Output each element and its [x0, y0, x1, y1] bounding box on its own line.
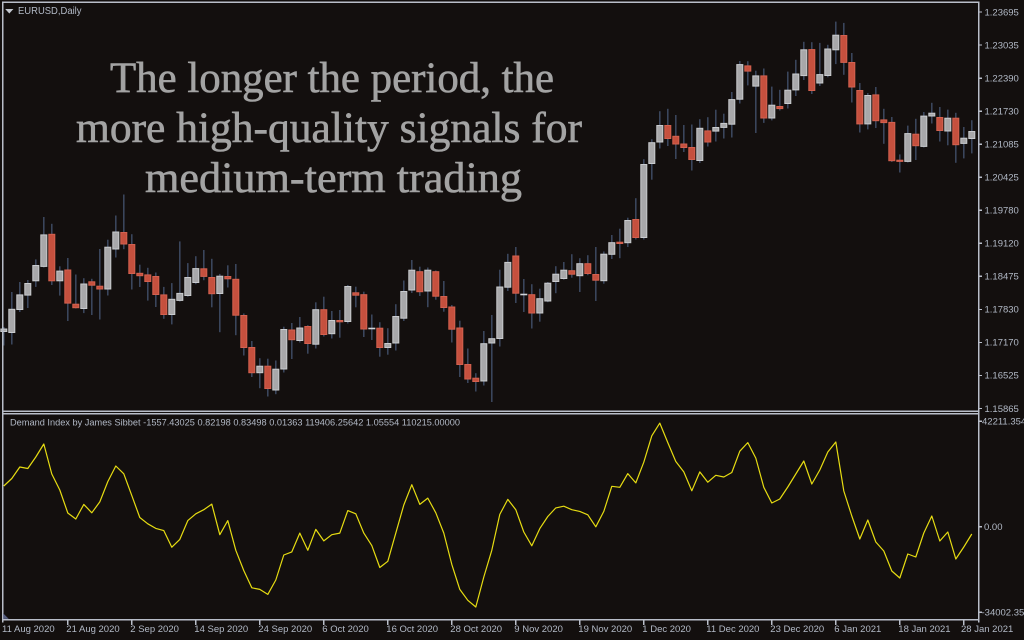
svg-text:18 Jan 2021: 18 Jan 2021: [898, 624, 950, 635]
svg-text:42211.354: 42211.354: [982, 417, 1024, 428]
svg-text:The longer the period, the: The longer the period, the: [110, 55, 554, 102]
svg-text:EURUSD,Daily: EURUSD,Daily: [18, 6, 82, 17]
svg-text:1.16525: 1.16525: [985, 371, 1019, 382]
svg-text:6 Oct 2020: 6 Oct 2020: [322, 624, 368, 635]
svg-text:1.23035: 1.23035: [985, 40, 1019, 51]
svg-text:more high-quality signals for: more high-quality signals for: [76, 105, 582, 152]
svg-text:1.21085: 1.21085: [985, 140, 1019, 151]
svg-text:1.21730: 1.21730: [985, 107, 1019, 118]
svg-text:medium-term trading: medium-term trading: [145, 155, 522, 202]
svg-text:6 Jan 2021: 6 Jan 2021: [834, 624, 881, 635]
svg-text:9 Nov 2020: 9 Nov 2020: [514, 624, 563, 635]
svg-text:2 Sep 2020: 2 Sep 2020: [130, 624, 179, 635]
svg-text:1.17830: 1.17830: [985, 305, 1019, 316]
svg-text:16 Oct 2020: 16 Oct 2020: [386, 624, 438, 635]
svg-text:1.19120: 1.19120: [985, 239, 1019, 250]
svg-text:1.22390: 1.22390: [985, 74, 1019, 85]
svg-text:Demand Index by James Sibbet -: Demand Index by James Sibbet -1557.43025…: [10, 418, 460, 429]
svg-text:1.20425: 1.20425: [985, 173, 1019, 184]
svg-text:19 Nov 2020: 19 Nov 2020: [578, 624, 632, 635]
svg-text:1.15865: 1.15865: [985, 404, 1019, 415]
svg-text:23 Dec 2020: 23 Dec 2020: [770, 624, 824, 635]
svg-text:1 Dec 2020: 1 Dec 2020: [642, 624, 691, 635]
svg-text:-34002.35: -34002.35: [982, 608, 1024, 619]
svg-text:21 Aug 2020: 21 Aug 2020: [66, 624, 119, 635]
svg-text:14 Sep 2020: 14 Sep 2020: [194, 624, 248, 635]
svg-text:1.17170: 1.17170: [985, 338, 1019, 349]
svg-text:24 Sep 2020: 24 Sep 2020: [258, 624, 312, 635]
svg-text:0.00: 0.00: [984, 522, 1003, 533]
svg-text:28 Jan 2021: 28 Jan 2021: [961, 624, 1013, 635]
svg-text:1.19780: 1.19780: [985, 206, 1019, 217]
svg-text:1.18475: 1.18475: [985, 272, 1019, 283]
svg-text:11 Aug 2020: 11 Aug 2020: [2, 624, 55, 635]
svg-text:1.23695: 1.23695: [985, 7, 1019, 18]
svg-text:28 Oct 2020: 28 Oct 2020: [450, 624, 502, 635]
svg-text:11 Dec 2020: 11 Dec 2020: [706, 624, 759, 635]
